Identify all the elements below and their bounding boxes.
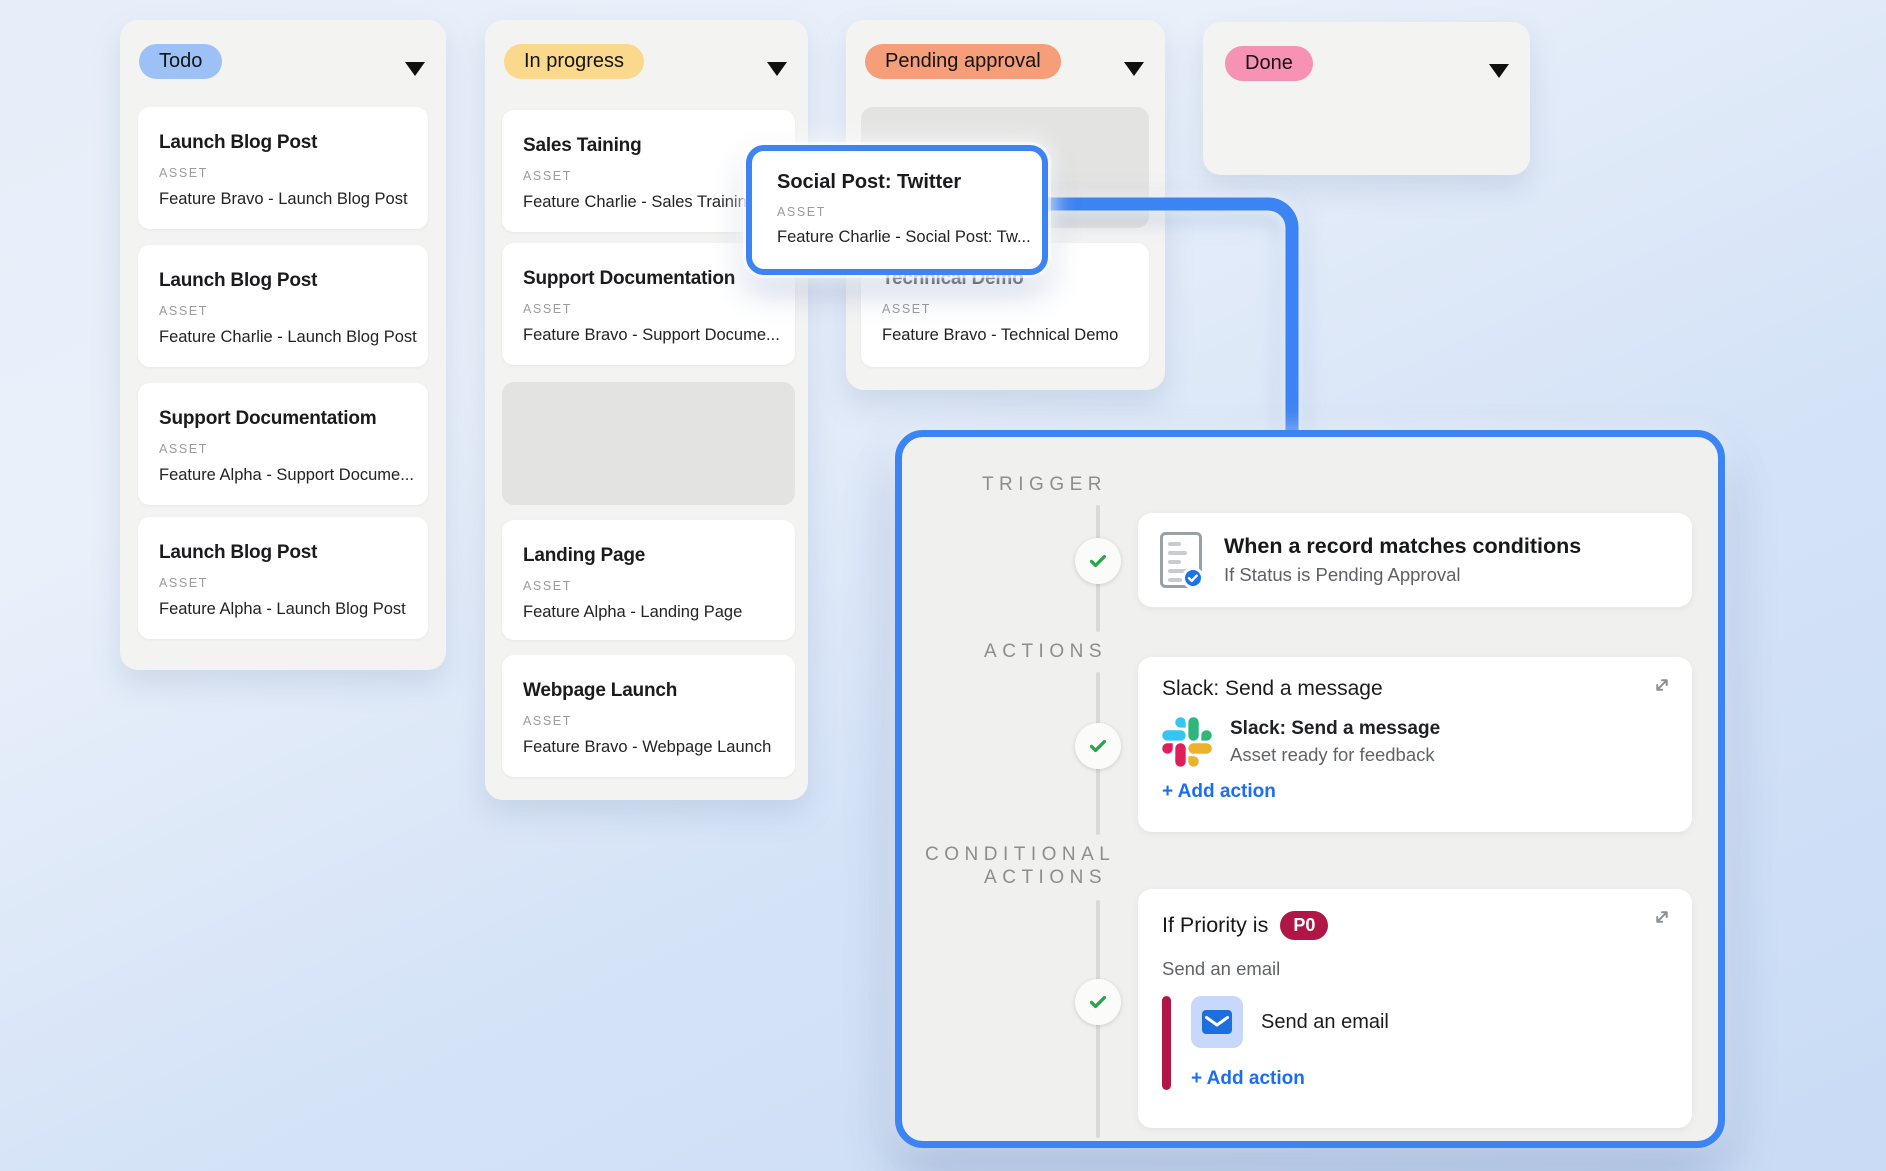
add-action-link[interactable]: + Add action [1162, 781, 1276, 802]
section-label-conditional-actions: CONDITIONAL ACTIONS [925, 844, 1116, 888]
expand-icon[interactable] [1652, 907, 1672, 927]
column-todo: Todo Launch Blog Post ASSET Feature Brav… [120, 20, 446, 670]
email-icon-tile [1191, 996, 1243, 1048]
column-in-progress-pill: In progress [504, 44, 645, 79]
conditional-action-card[interactable]: If Priority is P0 Send an email [1138, 889, 1692, 1128]
conditional-subtitle: Send an email [1162, 958, 1281, 979]
card-title: Support Documentatiom [159, 408, 377, 429]
card-field-label: ASSET [159, 442, 208, 456]
kanban-card[interactable]: Launch Blog Post ASSET Feature Bravo - L… [138, 107, 428, 229]
action-status-check [1075, 723, 1121, 769]
expand-icon[interactable] [1652, 675, 1672, 695]
card-title: Webpage Launch [523, 680, 678, 701]
email-action-row: Send an email [1191, 996, 1389, 1048]
kanban-card[interactable]: Launch Blog Post ASSET Feature Alpha - L… [138, 517, 428, 639]
trigger-title: When a record matches conditions [1224, 534, 1582, 558]
slack-logo-icon [1162, 717, 1212, 767]
check-icon [1089, 554, 1107, 568]
card-field-label: ASSET [523, 302, 572, 316]
card-title: Launch Blog Post [159, 132, 318, 153]
card-field-value: Feature Bravo - Webpage Launch [523, 738, 772, 756]
priority-badge: P0 [1280, 911, 1329, 940]
column-pending-approval-pill: Pending approval [865, 44, 1061, 79]
card-title: Social Post: Twitter [777, 171, 962, 193]
card-placeholder [502, 382, 795, 505]
card-field-label: ASSET [777, 205, 826, 219]
kanban-card[interactable]: Webpage Launch ASSET Feature Bravo - Web… [502, 655, 795, 777]
action-card-slack[interactable]: Slack: Send a message Slack: Send a mess… [1138, 657, 1692, 832]
dragged-card-social-post[interactable]: Social Post: Twitter ASSET Feature Charl… [746, 145, 1048, 275]
slack-item-subtitle: Asset ready for feedback [1230, 744, 1435, 765]
column-done: Done [1203, 22, 1530, 175]
record-conditions-icon [1160, 532, 1202, 588]
card-title: Landing Page [523, 545, 646, 566]
slack-item-title: Slack: Send a message [1230, 718, 1441, 739]
card-field-value: Feature Alpha - Launch Blog Post [159, 600, 406, 618]
email-item-title: Send an email [1261, 1010, 1389, 1033]
card-field-value: Feature Bravo - Support Docume... [523, 326, 780, 344]
column-in-progress-menu-icon[interactable] [767, 62, 787, 76]
kanban-card[interactable]: Support Documentatiom ASSET Feature Alph… [138, 383, 428, 505]
card-field-label: ASSET [523, 169, 572, 183]
section-label-trigger: TRIGGER [981, 474, 1107, 495]
card-title: Sales Taining [523, 135, 642, 156]
card-title: Support Documentation [523, 268, 736, 289]
card-field-value: Feature Charlie - Sales Training [523, 193, 756, 211]
card-field-value: Feature Alpha - Landing Page [523, 603, 743, 621]
conditional-title: If Priority is [1162, 913, 1269, 937]
add-action-link[interactable]: + Add action [1191, 1068, 1305, 1089]
conditional-status-check [1075, 979, 1121, 1025]
column-pending-approval-menu-icon[interactable] [1124, 62, 1144, 76]
card-field-value: Feature Charlie - Social Post: Tw... [777, 228, 1031, 246]
card-field-label: ASSET [159, 166, 208, 180]
trigger-card[interactable]: When a record matches conditions If Stat… [1138, 513, 1692, 607]
card-field-label: ASSET [159, 576, 208, 590]
card-field-value: Feature Bravo - Technical Demo [882, 326, 1119, 344]
card-field-label: ASSET [523, 714, 572, 728]
card-field-label: ASSET [159, 304, 208, 318]
section-label-actions: ACTIONS [984, 641, 1107, 662]
card-title: Launch Blog Post [159, 542, 318, 563]
column-done-menu-icon[interactable] [1489, 64, 1509, 78]
card-field-value: Feature Bravo - Launch Blog Post [159, 190, 408, 208]
email-icon [1202, 1010, 1232, 1034]
column-todo-menu-icon[interactable] [405, 62, 425, 76]
card-field-label: ASSET [523, 579, 572, 593]
condition-branch-bar [1162, 996, 1171, 1090]
column-todo-pill: Todo [139, 44, 223, 79]
trigger-status-check [1075, 538, 1121, 584]
card-title: Launch Blog Post [159, 270, 318, 291]
column-done-pill: Done [1225, 46, 1313, 81]
action-card-title: Slack: Send a message [1162, 677, 1383, 700]
card-field-value: Feature Alpha - Support Docume... [159, 466, 414, 484]
check-icon [1089, 739, 1107, 753]
automation-panel: TRIGGER ACTIONS CONDITIONAL ACTIONS [895, 430, 1725, 1148]
kanban-card[interactable]: Landing Page ASSET Feature Alpha - Landi… [502, 520, 795, 640]
column-in-progress: In progress Sales Taining ASSET Feature … [485, 20, 808, 800]
check-icon [1089, 995, 1107, 1009]
slack-action-row: Slack: Send a message Asset ready for fe… [1162, 717, 1668, 767]
card-field-value: Feature Charlie - Launch Blog Post [159, 328, 417, 346]
trigger-subtitle: If Status is Pending Approval [1224, 564, 1461, 585]
kanban-card[interactable]: Launch Blog Post ASSET Feature Charlie -… [138, 245, 428, 367]
card-field-label: ASSET [882, 302, 931, 316]
